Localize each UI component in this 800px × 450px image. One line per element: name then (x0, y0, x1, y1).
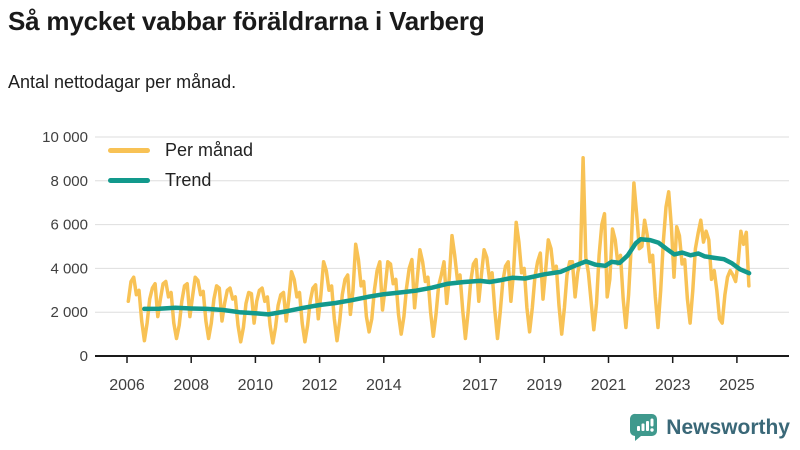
y-tick-label: 6 000 (50, 217, 88, 234)
x-tick-label: 2010 (238, 377, 274, 394)
x-tick-label: 2021 (591, 377, 627, 394)
page-title: Så mycket vabbar föräldrarna i Varberg (8, 6, 485, 36)
y-tick-label: 2 000 (50, 304, 88, 321)
legend-label-trend: Trend (165, 170, 212, 190)
legend-item-trend: Trend (108, 170, 253, 191)
y-tick-label: 4 000 (50, 260, 88, 277)
x-tick-label: 2008 (173, 377, 209, 394)
newsworthy-branding: Newsworthy (630, 413, 790, 442)
x-tick-label: 2006 (109, 377, 145, 394)
newsworthy-brand-text: Newsworthy (666, 415, 790, 439)
y-tick-label: 8 000 (50, 173, 88, 190)
trend-line-swatch (108, 178, 150, 183)
chart-legend: Per månad Trend (108, 140, 253, 191)
legend-item-per-manad: Per månad (108, 140, 253, 161)
x-tick-label: 2023 (655, 377, 691, 394)
x-tick-label: 2019 (527, 377, 563, 394)
chart-subtitle: Antal nettodagar per månad. (8, 72, 237, 92)
x-tick-label: 2025 (719, 377, 755, 394)
y-tick-label: 10 000 (42, 129, 88, 146)
newsworthy-logo-icon (630, 413, 658, 441)
x-tick-label: 2012 (302, 377, 338, 394)
x-tick-label: 2017 (462, 377, 498, 394)
legend-label-per-manad: Per månad (165, 140, 254, 160)
x-tick-label: 2014 (366, 377, 402, 394)
y-tick-label: 0 (80, 348, 88, 365)
per-manad-line-swatch (108, 148, 150, 153)
series-trend (142, 237, 752, 317)
